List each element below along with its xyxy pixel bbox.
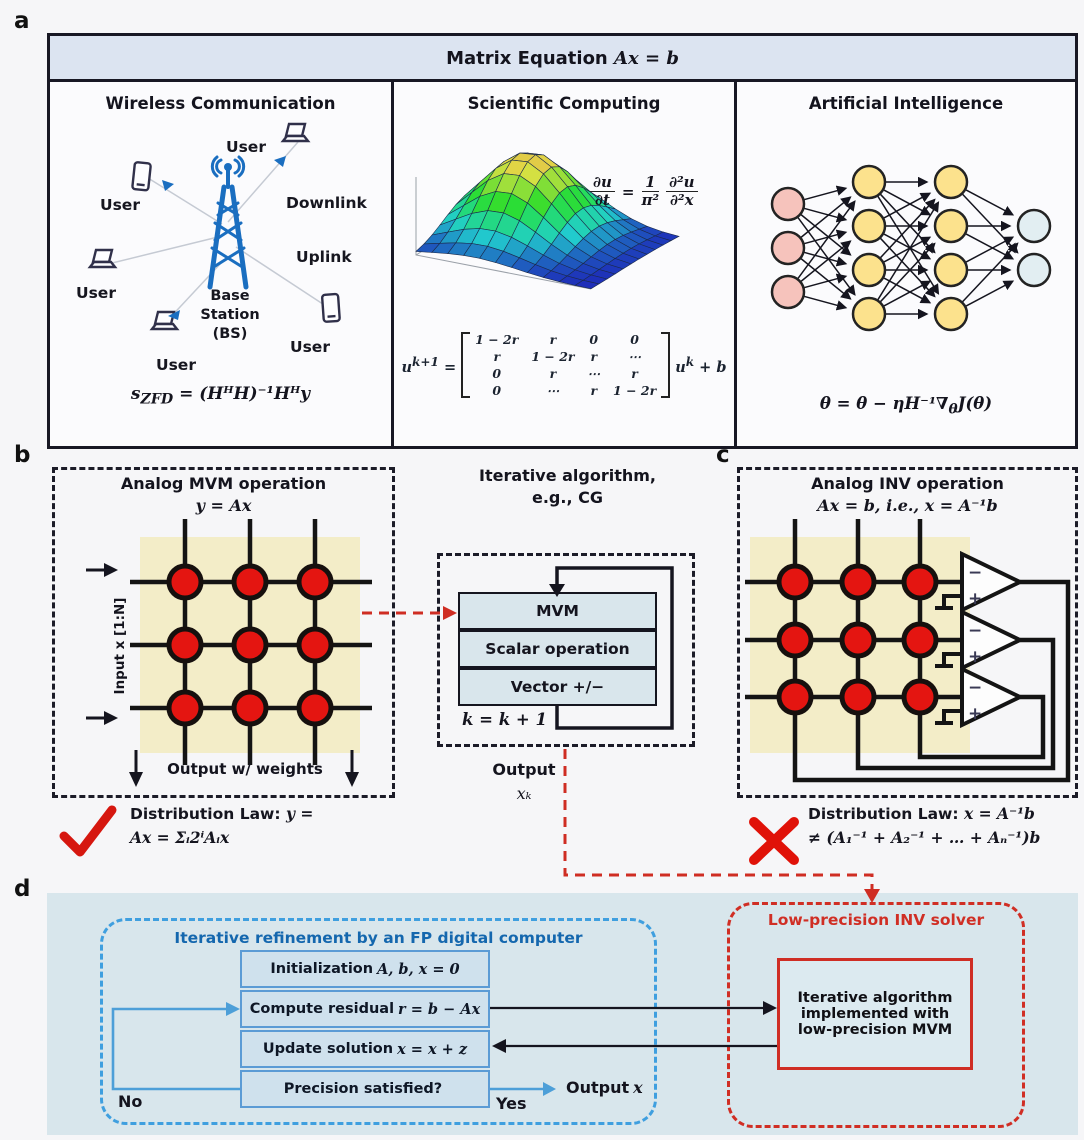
iterative-refinement-box [100, 918, 657, 1125]
mvm-step: MVM [458, 592, 657, 630]
low-precision-mvm-box: Iterative algorithm implemented with low… [777, 958, 973, 1070]
neural-network-diagram [770, 164, 1052, 332]
analog-mvm-box [52, 467, 395, 798]
user-label: User [290, 338, 330, 356]
svg-text:−: − [968, 563, 982, 583]
inv-distribution-law: Distribution Law: x = A⁻¹b ≠ (A₁⁻¹ + A₂⁻… [808, 804, 1041, 848]
svg-text:−: − [968, 678, 982, 698]
laptop-icon-top [280, 122, 311, 143]
scalar-operation-step: Scalar operation [458, 630, 657, 668]
yes-label: Yes [496, 1094, 527, 1113]
matrix-equation-header: Matrix Equation Ax = b [50, 36, 1075, 82]
refinement-title: Iterative refinement by an FP digital co… [174, 929, 583, 947]
svg-text:+: + [968, 647, 982, 667]
bs-label-line2: Station [200, 307, 260, 323]
iterative-algo-title-line1: Iterative algorithm, [478, 466, 656, 485]
scientific-computing-panel: Scientific Computing ∂u ∂t = 1 π² ∂²u ∂²x u… [394, 82, 737, 446]
wireless-diagram [87, 122, 341, 331]
header-text: Matrix Equation [446, 48, 615, 69]
wireless-communication-panel: Wireless Communication [50, 82, 394, 446]
iteration-counter: k = k + 1 [462, 710, 547, 729]
newton-update-equation: θ = θ − ηH⁻¹∇θJ(θ) [819, 394, 993, 418]
crossbar-array-mvm [130, 519, 372, 765]
laptop-icon-midleft [87, 248, 118, 269]
heat-equation: ∂u ∂t = 1 π² ∂²u ∂²x [590, 173, 698, 210]
precision-step: Precision satisfied? [240, 1070, 490, 1108]
cross-icon [749, 817, 799, 865]
bs-label-line1: Base [210, 288, 250, 304]
user-label: User [156, 356, 196, 374]
analog-inv-box [737, 467, 1078, 798]
user-label: User [226, 138, 266, 156]
output-x-label: Output x [566, 1078, 643, 1097]
panel-d-label: d [14, 876, 31, 902]
bs-label-line3: (BS) [212, 326, 248, 342]
mvm-title: Analog MVM operation [120, 474, 327, 493]
surface-plot [415, 152, 680, 290]
low-precision-solver-box [727, 902, 1025, 1128]
ai-title: Artificial Intelligence [808, 94, 1004, 113]
init-step: Initialization A, b, x = 0 [240, 950, 490, 988]
laptop-icon-bottom [149, 310, 180, 331]
update-step: Update solution x = x + z [240, 1030, 490, 1068]
panel-a-label: a [14, 8, 30, 34]
mvm-subtitle: y = Ax [195, 496, 252, 515]
downlink-label: Downlink [286, 194, 367, 212]
iterative-algo-title-line2: e.g., CG [532, 488, 603, 507]
output-xk: xₖ [516, 784, 532, 803]
iterative-algo-box [437, 553, 695, 747]
zero-forcing-equation: sZFD = (HᴴH)⁻¹Hᴴy [130, 384, 311, 408]
svg-text:−: − [968, 621, 982, 641]
no-label: No [118, 1092, 143, 1111]
mvm-distribution-law: Distribution Law: y = Ax = Σᵢ2ⁱAᵢx [130, 804, 314, 848]
link-arrow-icons [162, 156, 286, 320]
phone-icon-right [321, 292, 341, 323]
wireless-title: Wireless Communication [105, 94, 336, 113]
output-label: Output [492, 760, 556, 779]
wireless-links [107, 141, 333, 323]
artificial-intelligence-panel: Artificial Intelligence θ = θ − ηH⁻¹∇θJ(… [737, 82, 1075, 446]
vector-step: Vector +/− [458, 668, 657, 706]
user-label: User [100, 196, 140, 214]
phone-icon-left [131, 161, 152, 192]
crossbar-array-inv: − + − + − + [745, 519, 1071, 783]
svg-text:+: + [968, 704, 982, 724]
inv-title: Analog INV operation [811, 474, 1004, 493]
header-math: Ax = b [614, 48, 679, 69]
check-icon [59, 805, 117, 857]
svg-text:+: + [968, 589, 982, 609]
panel-b-label: b [14, 442, 31, 468]
scientific-title: Scientific Computing [467, 94, 661, 113]
inv-subtitle: Ax = b, i.e., x = A⁻¹b [817, 496, 998, 515]
solver-title: Low-precision INV solver [767, 911, 985, 929]
input-axis-label: Input x [1:N] [112, 597, 128, 695]
user-label: User [76, 284, 116, 302]
residual-step: Compute residual r = b − Ax [240, 990, 490, 1028]
output-weights-label: Output w/ weights [167, 760, 323, 778]
base-station-icon [207, 155, 249, 290]
uplink-label: Uplink [296, 248, 352, 266]
panel-a: Matrix Equation Ax = b Wireless Communic… [47, 33, 1078, 449]
